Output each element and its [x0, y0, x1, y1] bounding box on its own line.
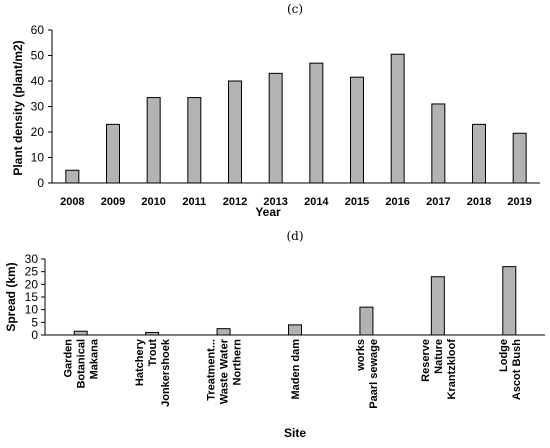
- c-bar-2019: [512, 132, 527, 184]
- c-y-tick-label: 20: [31, 125, 45, 139]
- d-x-tick-label: Maden dam: [290, 339, 302, 400]
- c-bar-2008: [65, 169, 80, 184]
- d-x-tick-label-line: Treatment...: [206, 339, 218, 401]
- d-x-tick-label-line: Reserve: [420, 339, 432, 382]
- c-x-tick-label: 2016: [385, 196, 409, 208]
- c-bar-2011: [187, 97, 202, 184]
- c-x-tick-label: 2015: [345, 196, 369, 208]
- d-y-tick-label: 5: [31, 315, 38, 329]
- d-bar-3: [216, 328, 231, 336]
- c-bar-2018: [472, 123, 486, 184]
- c-x-axis-ticks: 2008 2009 2010 2011 2012 2013 2014 2015 2016 2017…: [60, 196, 532, 208]
- d-x-tick-label-line: Paarl sewage: [368, 339, 380, 409]
- c-y-tick-label: 10: [31, 151, 45, 165]
- d-y-tick-label: 0: [31, 328, 38, 342]
- d-bar-7: [502, 266, 517, 336]
- c-y-axis-ticks: 0 10 20 30 40 50 60: [31, 23, 52, 190]
- d-x-tick-label-line: Trout: [147, 339, 159, 367]
- c-x-tick-label: 2008: [60, 196, 84, 208]
- d-y-axis-title: Spread (km): [4, 262, 18, 331]
- d-bar-5: [359, 306, 374, 336]
- d-x-tick-label-line: Hatchery: [134, 338, 146, 386]
- c-x-tick-label: 2017: [426, 196, 450, 208]
- c-bar-2012: [228, 80, 242, 184]
- d-x-tick-label-line: Lodge: [498, 339, 510, 372]
- d-bars: [73, 266, 517, 336]
- c-x-axis-title: Year: [255, 205, 281, 219]
- d-x-tick-label-line: Nature: [433, 339, 445, 374]
- d-x-tick-label-line: Ascot Bush: [511, 339, 523, 400]
- d-x-tick-label-line: Jonkershoek: [160, 338, 172, 407]
- d-x-tick-label-line: Krantzkloof: [446, 339, 458, 400]
- d-x-axis-title: Site: [284, 426, 306, 440]
- d-x-tick-label-line: Waste Water: [219, 338, 231, 404]
- panel-label-c: (c): [287, 2, 303, 16]
- d-x-tick-label-line: Maden dam: [290, 339, 302, 400]
- d-y-tick-label: 25: [25, 265, 39, 279]
- d-x-tick-label-line: Botanical: [76, 339, 88, 389]
- c-bar-2010: [146, 97, 161, 184]
- c-y-axis-title: Plant density (plant/m2): [11, 40, 25, 175]
- d-bar-4: [288, 324, 302, 336]
- d-x-tick-label-line: Garden: [63, 339, 75, 378]
- c-x-tick-label: 2018: [467, 196, 491, 208]
- d-y-tick-label: 10: [25, 303, 39, 317]
- c-bar-2016: [390, 53, 405, 184]
- c-x-tick-label: 2009: [101, 196, 125, 208]
- c-x-tick-label: 2014: [304, 196, 329, 208]
- c-x-tick-label: 2019: [507, 196, 531, 208]
- c-x-tick-label: 2012: [223, 196, 247, 208]
- c-y-tick-label: 40: [31, 74, 45, 88]
- d-bar-6: [430, 276, 445, 336]
- c-x-tick-label: 2013: [263, 196, 287, 208]
- d-x-tick-label-line: Northern: [232, 339, 244, 386]
- d-x-tick-label-line: Makana: [89, 338, 101, 379]
- c-bar-2013: [268, 72, 283, 184]
- c-x-tick-label: 2010: [141, 196, 165, 208]
- c-x-tick-label: 2011: [182, 196, 206, 208]
- c-bar-2017: [431, 103, 446, 184]
- c-bar-2014: [309, 62, 324, 184]
- d-y-tick-label: 15: [25, 290, 39, 304]
- c-y-tick-label: 0: [37, 176, 44, 190]
- c-bars: [65, 53, 527, 184]
- c-y-tick-label: 30: [31, 100, 45, 114]
- c-bar-2009: [106, 123, 120, 184]
- c-y-tick-label: 50: [31, 49, 45, 63]
- d-x-tick-label-line: works: [355, 339, 367, 372]
- d-bar-1: [73, 330, 88, 336]
- c-y-tick-label: 60: [31, 23, 45, 37]
- c-bar-2015: [350, 76, 364, 184]
- d-y-tick-label: 20: [25, 277, 39, 291]
- panel-label-d: (d): [286, 229, 303, 243]
- d-y-tick-label: 30: [25, 252, 39, 266]
